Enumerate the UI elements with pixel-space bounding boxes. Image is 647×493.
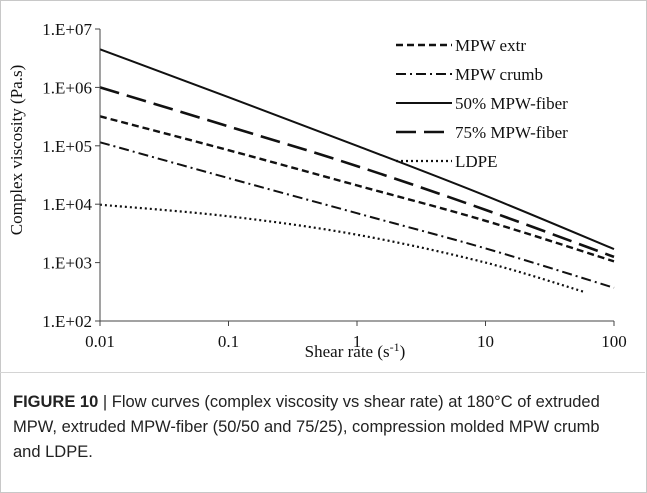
legend-label-mpw-extr: MPW extr [455,36,526,55]
caption-separator: | [98,393,112,411]
x-axis-ticks: 0.01 0.1 1 10 100 [85,321,627,351]
figure-caption: FIGURE 10 | Flow curves (complex viscosi… [13,390,628,465]
y-tick-label: 1.E+05 [42,137,92,156]
caption-text: Flow curves (complex viscosity vs shear … [13,393,600,461]
legend-label-50-mpw-fiber: 50% MPW-fiber [455,94,568,113]
series-50-mpw-fiber-line [99,48,615,251]
y-axis-label: Complex viscosity (Pa.s) [7,65,26,235]
series-mpw-crumb-line [99,141,615,289]
series-ldpe-line [99,203,586,294]
series-75-mpw-fiber-line [99,86,615,259]
x-tick-label: 100 [601,332,627,351]
x-tick-label: 10 [477,332,494,351]
y-tick-label: 1.E+02 [42,312,92,331]
y-tick-label: 1.E+06 [42,78,92,97]
x-tick-label: 0.1 [218,332,239,351]
legend-label-75-mpw-fiber: 75% MPW-fiber [455,123,568,142]
caption-divider [0,372,645,373]
legend: MPW extr MPW crumb 50% MPW-fiber 75% MPW-fi… [396,36,568,171]
viscosity-chart: 1.E+02 1.E+03 1.E+04 1.E+05 1.E+06 1.E+07 0.0… [7,20,627,361]
y-tick-label: 1.E+03 [42,254,92,273]
figure-label: FIGURE 10 [13,393,99,411]
x-axis-label: Shear rate (s-1) [305,340,406,361]
x-tick-label: 0.01 [85,332,115,351]
y-tick-label: 1.E+04 [42,195,92,214]
y-tick-label: 1.E+07 [42,20,92,39]
legend-label-ldpe: LDPE [455,152,498,171]
y-axis-ticks: 1.E+02 1.E+03 1.E+04 1.E+05 1.E+06 1.E+07 [42,20,100,331]
legend-label-mpw-crumb: MPW crumb [455,65,543,84]
series-lines [99,48,615,294]
x-tick-label: 1 [353,332,362,351]
series-mpw-extr-line [99,115,615,263]
